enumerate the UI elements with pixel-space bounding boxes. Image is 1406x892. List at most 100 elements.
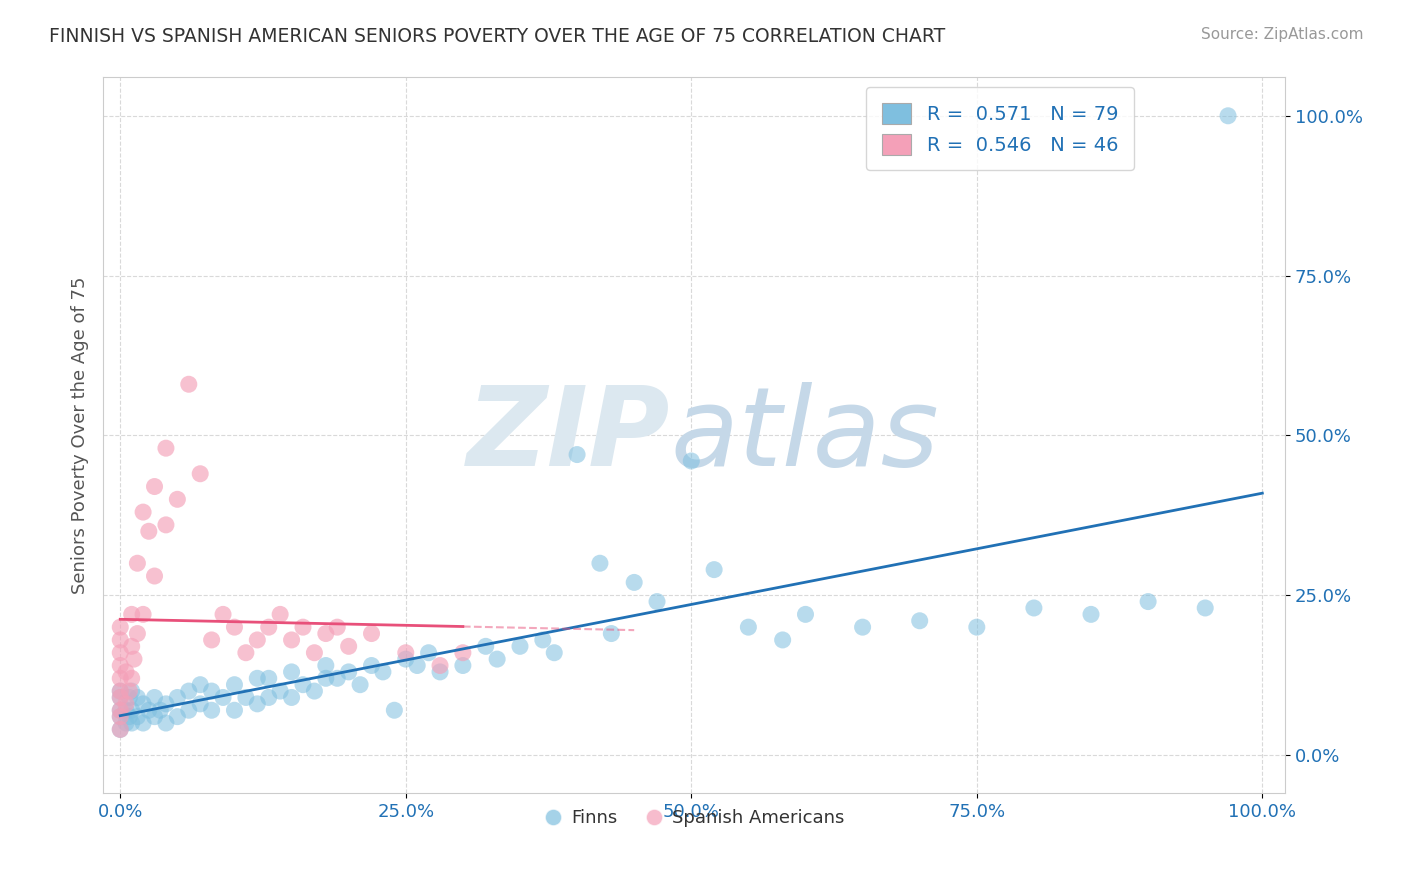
Point [110,723,132,737]
Point [110,620,132,634]
Point [429,658,451,673]
Point [188,697,211,711]
Point [565,448,588,462]
Point [122,652,145,666]
Point [326,620,349,634]
Point [486,652,509,666]
Point [177,684,200,698]
Point [1022,601,1045,615]
Point [127,690,149,705]
Text: atlas: atlas [671,382,939,489]
Point [110,703,132,717]
Point [257,671,280,685]
Point [115,697,138,711]
Point [509,640,531,654]
Point [1194,601,1216,615]
Point [132,607,155,622]
Point [118,709,141,723]
Point [121,716,143,731]
Point [110,723,132,737]
Point [110,709,132,723]
Point [315,658,337,673]
Text: Source: ZipAtlas.com: Source: ZipAtlas.com [1201,27,1364,42]
Point [166,492,188,507]
Point [291,678,314,692]
Point [246,697,269,711]
Point [703,563,725,577]
Y-axis label: Seniors Poverty Over the Age of 75: Seniors Poverty Over the Age of 75 [72,277,89,594]
Point [121,684,143,698]
Point [155,697,177,711]
Text: ZIP: ZIP [467,382,671,489]
Point [155,517,177,532]
Point [166,690,188,705]
Point [110,646,132,660]
Point [110,709,132,723]
Point [155,441,177,455]
Point [224,678,246,692]
Point [623,575,645,590]
Point [315,671,337,685]
Point [406,658,429,673]
Point [291,620,314,634]
Point [360,658,382,673]
Point [127,556,149,570]
Point [188,467,211,481]
Point [201,703,224,717]
Point [280,665,302,679]
Point [304,646,326,660]
Point [349,678,371,692]
Point [235,646,257,660]
Point [149,703,172,717]
Point [110,703,132,717]
Point [212,690,235,705]
Point [115,716,138,731]
Point [246,632,269,647]
Point [177,377,200,392]
Point [132,697,155,711]
Point [451,658,474,673]
Point [224,703,246,717]
Point [543,646,565,660]
Point [127,709,149,723]
Point [115,703,138,717]
Point [645,594,668,608]
Point [118,684,141,698]
Point [382,703,405,717]
Point [1080,607,1102,622]
Point [127,626,149,640]
Point [115,665,138,679]
Point [143,709,166,723]
Point [681,454,703,468]
Point [852,620,875,634]
Point [418,646,440,660]
Text: FINNISH VS SPANISH AMERICAN SENIORS POVERTY OVER THE AGE OF 75 CORRELATION CHART: FINNISH VS SPANISH AMERICAN SENIORS POVE… [49,27,945,45]
Point [257,690,280,705]
Point [1137,594,1160,608]
Point [110,684,132,698]
Point [737,620,759,634]
Point [304,684,326,698]
Point [121,607,143,622]
Point [908,614,931,628]
Point [224,620,246,634]
Point [143,479,166,493]
Point [269,684,291,698]
Point [212,607,235,622]
Point [257,620,280,634]
Point [1216,109,1239,123]
Point [966,620,988,634]
Point [110,684,132,698]
Point [121,703,143,717]
Point [166,709,188,723]
Point [280,690,302,705]
Point [110,671,132,685]
Point [132,716,155,731]
Point [143,690,166,705]
Point [138,703,160,717]
Point [155,716,177,731]
Point [589,556,612,570]
Point [337,665,360,679]
Point [600,626,623,640]
Point [451,646,474,660]
